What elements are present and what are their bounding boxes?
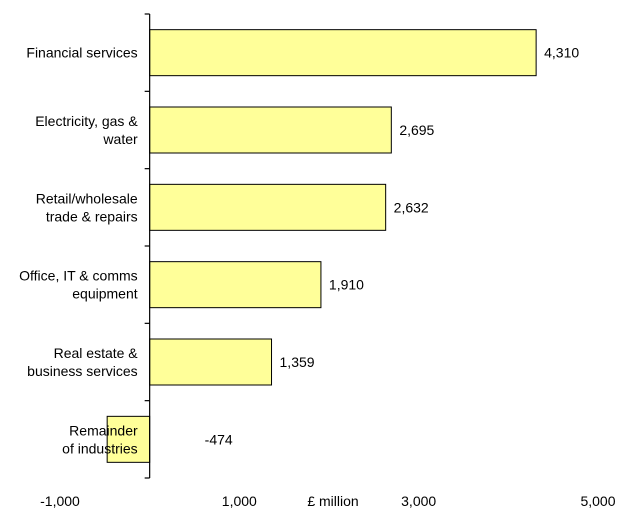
category-label-line: Retail/wholesale: [36, 190, 138, 206]
bar-5: [106, 415, 151, 463]
x-tick-label-1: 1,000: [222, 493, 257, 509]
category-label-2: Retail/wholesale trade & repairs: [36, 190, 138, 224]
category-label-4: Real estate & business services: [27, 345, 138, 379]
bar-1: [149, 106, 392, 154]
category-label-5: Remainder of industries: [62, 422, 138, 456]
labels-layer: 4,310 Financial services 2,695 Electricity,…: [19, 45, 616, 509]
value-label-0: 4,310: [544, 45, 579, 61]
category-label-line: trade & repairs: [46, 208, 138, 224]
bar-3: [149, 261, 322, 309]
category-label-1: Electricity, gas & water: [35, 113, 138, 147]
category-label-line: water: [102, 131, 138, 147]
category-label-line: Electricity, gas &: [35, 113, 138, 129]
bars-layer: [106, 29, 537, 463]
category-label-line: Financial services: [26, 45, 137, 61]
x-axis-title: £ million: [307, 493, 358, 509]
category-label-line: Real estate &: [54, 345, 139, 361]
category-label-0: Financial services: [26, 45, 137, 61]
category-label-line: Remainder: [69, 422, 138, 438]
bar-4: [149, 338, 273, 386]
x-tick-label-2: 3,000: [401, 493, 436, 509]
x-tick-label-3: 5,000: [580, 493, 615, 509]
value-label-5: -474: [205, 431, 233, 447]
bar-0: [149, 29, 537, 77]
value-label-1: 2,695: [399, 122, 434, 138]
category-label-line: of industries: [62, 440, 137, 456]
category-label-line: business services: [27, 363, 138, 379]
value-label-2: 2,632: [394, 199, 429, 215]
category-label-line: equipment: [72, 286, 137, 302]
category-label-line: Office, IT & comms: [19, 268, 138, 284]
x-tick-label-0: -1,000: [40, 493, 80, 509]
category-label-3: Office, IT & comms equipment: [19, 268, 138, 302]
value-label-4: 1,359: [280, 354, 315, 370]
axes: [144, 13, 151, 479]
value-label-3: 1,910: [329, 277, 364, 293]
bar-2: [149, 183, 387, 231]
